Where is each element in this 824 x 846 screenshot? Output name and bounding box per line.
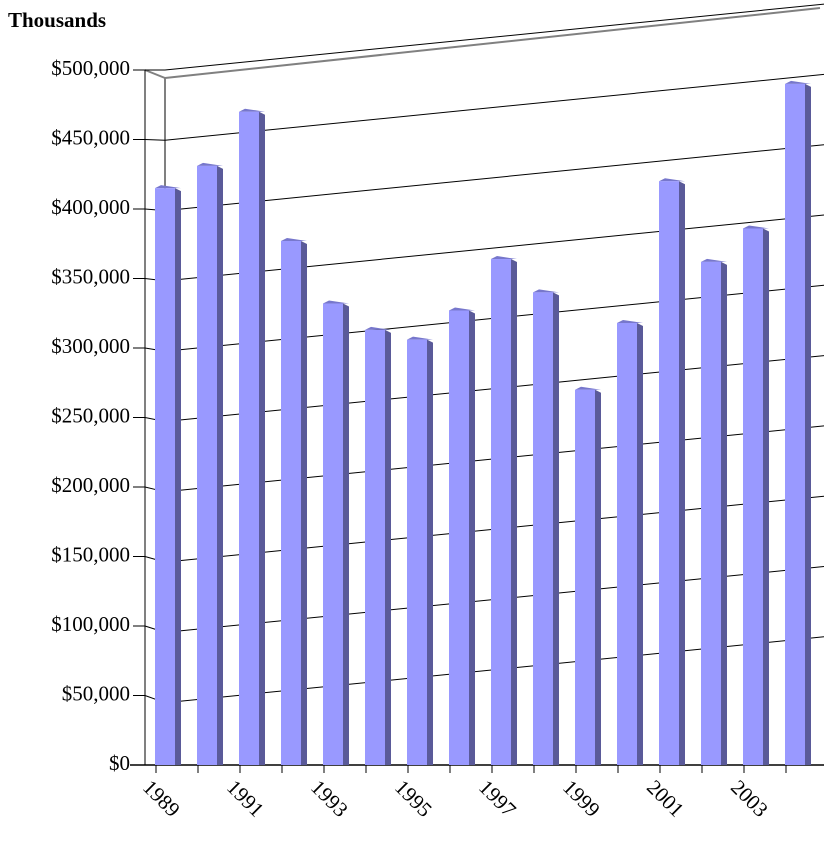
bar (659, 181, 679, 765)
bar-top (365, 326, 391, 330)
grid-line (164, 214, 824, 282)
y-tick-label: $50,000 (62, 681, 130, 705)
chart-title: Thousands (8, 8, 106, 32)
grid-line (164, 144, 824, 212)
x-tick-label: 1991 (222, 775, 269, 822)
bar (533, 292, 553, 765)
y-tick-label: $450,000 (51, 125, 130, 149)
x-tick-label: 2001 (642, 775, 689, 822)
x-tick-label: 1993 (306, 775, 353, 822)
bar (491, 259, 511, 765)
x-tick-label: 1989 (138, 775, 185, 822)
bar (575, 389, 595, 765)
y-tick-label: $250,000 (51, 403, 130, 427)
bar-side (511, 259, 517, 765)
bar-side (679, 181, 685, 765)
wall-edge (164, 7, 821, 79)
bar-top (491, 256, 517, 260)
bar-side (301, 240, 307, 766)
bar (155, 188, 175, 765)
bar-side (385, 329, 391, 765)
bar (365, 329, 385, 765)
x-tick-label: 1995 (390, 775, 437, 822)
bar-top (533, 289, 559, 293)
bar-side (721, 261, 727, 765)
bar-side (805, 83, 811, 765)
bar-top (239, 108, 265, 112)
bar-side (595, 389, 601, 765)
y-tick-label: $500,000 (51, 56, 130, 80)
grid-line (164, 3, 824, 71)
y-tick-label: $350,000 (51, 264, 130, 288)
x-tick-label: 1999 (558, 775, 605, 822)
bar (197, 165, 217, 765)
bar-top (659, 178, 685, 182)
bar-top (155, 185, 181, 189)
bar-top (701, 258, 727, 262)
bar (323, 303, 343, 765)
y-tick-label: $0 (109, 751, 130, 775)
bar-top (323, 300, 349, 304)
grid-line (164, 73, 824, 141)
bar (785, 83, 805, 765)
bar (743, 228, 763, 765)
bar-top (197, 162, 223, 166)
x-tick-label: 2003 (726, 775, 773, 822)
bar (617, 322, 637, 765)
y-tick-label: $300,000 (51, 334, 130, 358)
y-tick-label: $150,000 (51, 542, 130, 566)
bar-top (617, 319, 643, 323)
bar-side (217, 165, 223, 765)
bar-top (785, 80, 811, 84)
bar-top (575, 386, 601, 390)
bar-side (469, 310, 475, 765)
wall-edge (144, 69, 166, 79)
bar-top (407, 336, 433, 340)
bar-top (449, 307, 475, 311)
y-tick-label: $200,000 (51, 473, 130, 497)
bar (449, 310, 469, 765)
bar-side (259, 111, 265, 765)
bar-side (637, 322, 643, 765)
bar (701, 261, 721, 765)
x-tick-label: 1997 (474, 775, 521, 822)
y-tick-label: $100,000 (51, 612, 130, 636)
bar-side (553, 292, 559, 765)
bar (239, 111, 259, 765)
bar-top (281, 237, 307, 241)
bar (407, 339, 427, 765)
bar-side (175, 188, 181, 765)
bar-side (763, 228, 769, 765)
bar-side (427, 339, 433, 765)
bar-top (743, 225, 769, 229)
y-tick-label: $400,000 (51, 195, 130, 219)
bar-side (343, 303, 349, 765)
grid-line (144, 139, 166, 141)
bar (281, 240, 301, 766)
